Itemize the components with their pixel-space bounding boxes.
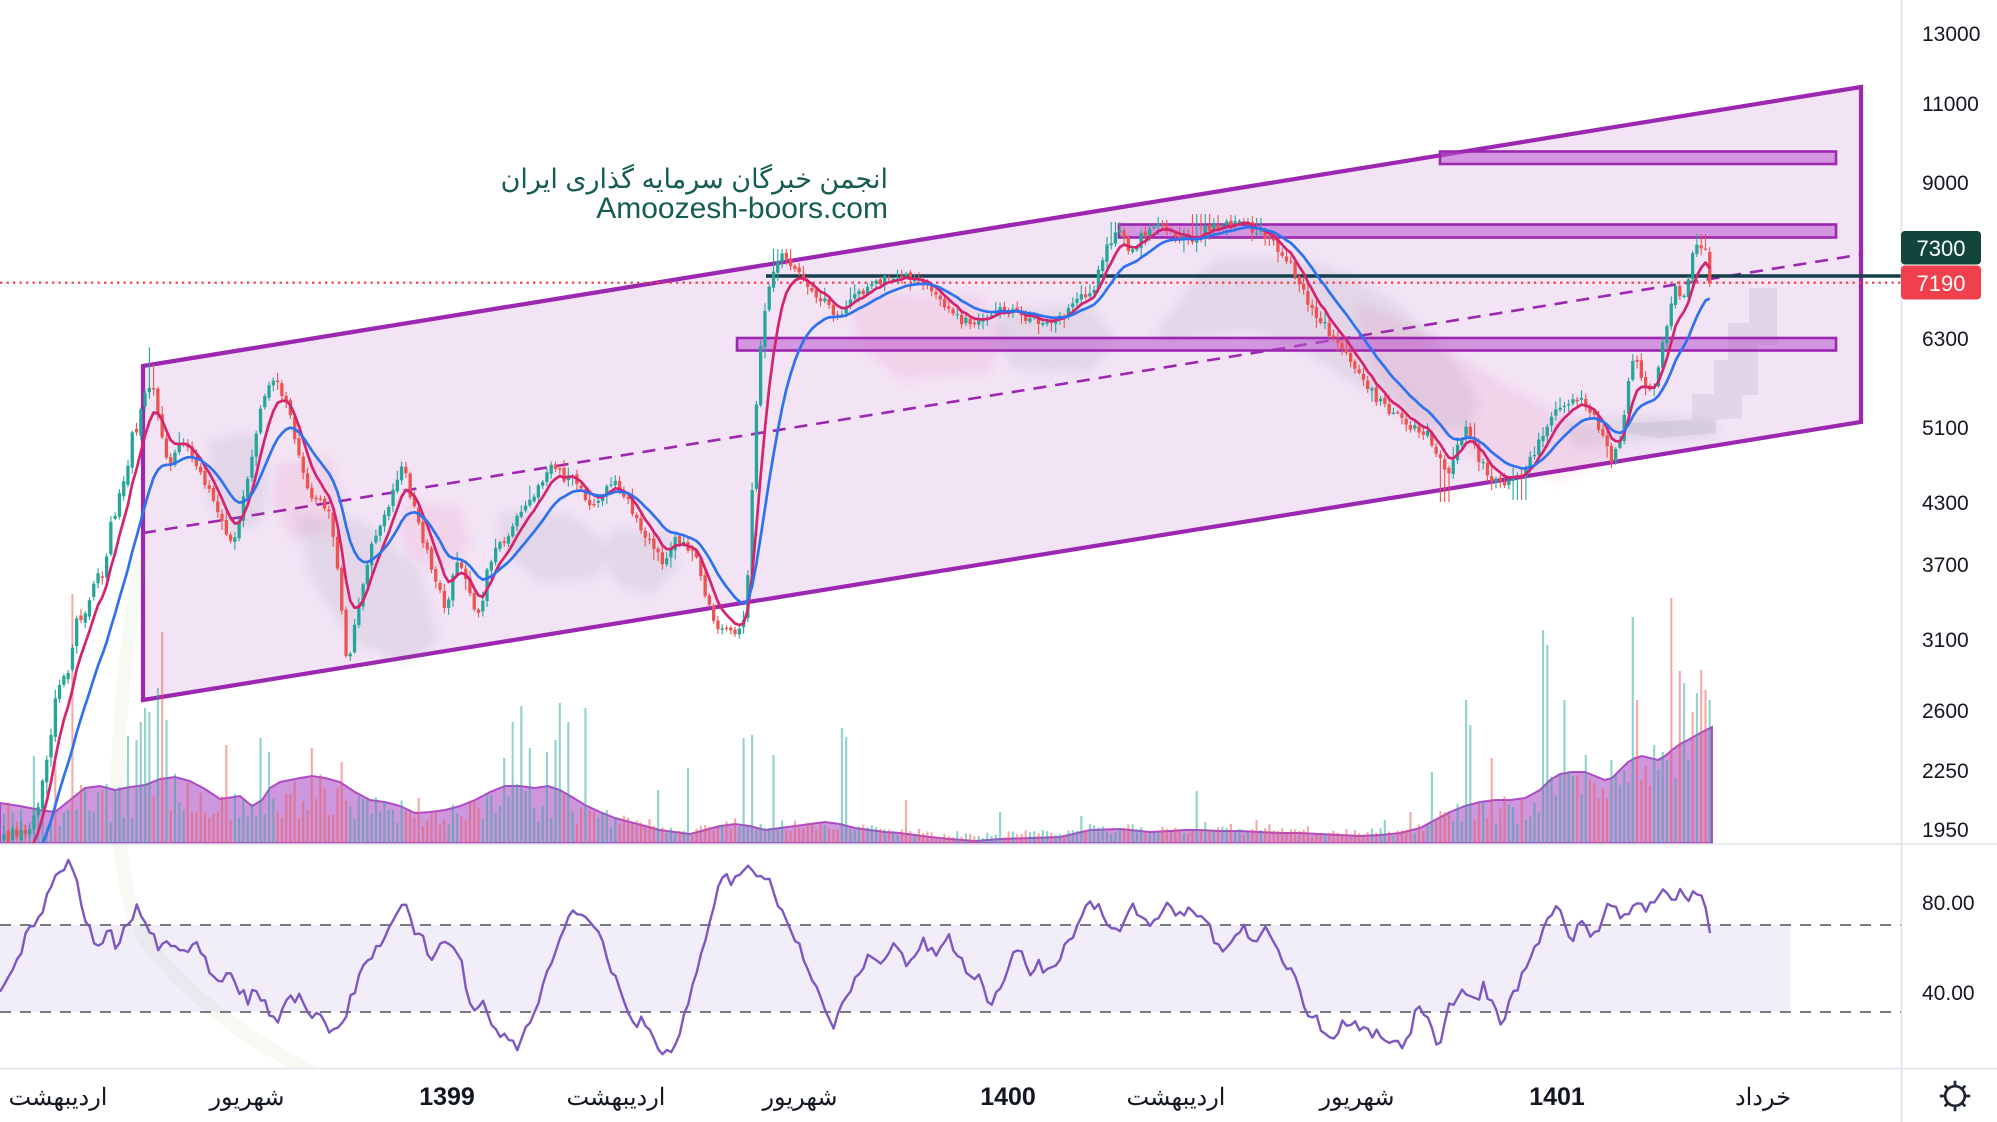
svg-text:2250: 2250 xyxy=(1922,760,1969,783)
svg-text:7190: 7190 xyxy=(1917,271,1966,296)
svg-text:4300: 4300 xyxy=(1922,492,1969,515)
svg-text:80.00: 80.00 xyxy=(1922,892,1975,915)
svg-text:11000: 11000 xyxy=(1922,93,1979,116)
svg-text:7300: 7300 xyxy=(1917,236,1966,261)
svg-text:1401: 1401 xyxy=(1529,1083,1585,1111)
svg-text:2600: 2600 xyxy=(1922,700,1969,723)
svg-text:شهریور: شهریور xyxy=(761,1084,837,1111)
svg-text:خرداد: خرداد xyxy=(1735,1084,1791,1111)
svg-text:Amoozesh-boors.com: Amoozesh-boors.com xyxy=(596,192,888,225)
svg-text:40.00: 40.00 xyxy=(1922,982,1975,1005)
svg-text:1950: 1950 xyxy=(1922,819,1969,842)
svg-text:1400: 1400 xyxy=(980,1083,1036,1111)
svg-text:شهریور: شهریور xyxy=(208,1084,284,1111)
svg-text:اردیبهشت: اردیبهشت xyxy=(9,1084,108,1111)
svg-text:اردیبهشت: اردیبهشت xyxy=(567,1084,666,1111)
svg-text:1399: 1399 xyxy=(419,1083,475,1111)
svg-text:انجمن خبرگان سرمایه گذاری ایرا: انجمن خبرگان سرمایه گذاری ایران xyxy=(501,163,888,195)
svg-text:5100: 5100 xyxy=(1922,417,1969,440)
svg-text:3700: 3700 xyxy=(1922,554,1969,577)
svg-text:9000: 9000 xyxy=(1922,172,1969,195)
svg-text:13000: 13000 xyxy=(1922,23,1980,46)
svg-text:3100: 3100 xyxy=(1922,629,1969,652)
svg-text:6300: 6300 xyxy=(1922,328,1969,351)
svg-text:شهریور: شهریور xyxy=(1318,1084,1394,1111)
svg-text:اردیبهشت: اردیبهشت xyxy=(1127,1084,1226,1111)
